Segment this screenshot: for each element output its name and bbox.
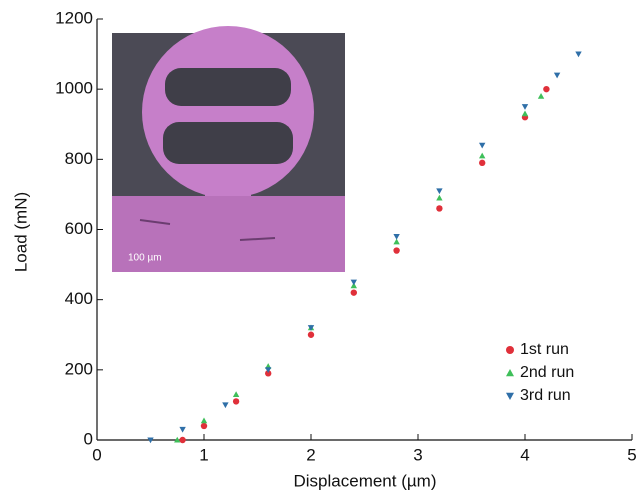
y-tick-label: 1000 <box>55 79 93 98</box>
data-point <box>479 152 486 159</box>
legend-label: 1st run <box>520 341 569 358</box>
data-point <box>537 92 545 99</box>
y-axis-label: Load (mN) <box>11 192 30 272</box>
x-tick-label: 0 <box>92 445 101 464</box>
data-point <box>479 159 486 167</box>
data-point <box>307 331 315 338</box>
data-point <box>479 142 486 149</box>
data-point <box>232 391 240 397</box>
legend-label: 2nd run <box>520 364 574 381</box>
data-point <box>222 402 229 409</box>
data-point <box>350 279 357 286</box>
x-tick-label: 4 <box>520 445 529 464</box>
y-tick-label: 0 <box>84 429 93 448</box>
x-tick-label: 2 <box>306 445 315 464</box>
data-point <box>553 72 561 79</box>
legend-marker <box>506 392 514 400</box>
data-point <box>200 422 208 430</box>
data-point <box>436 188 443 195</box>
data-point <box>350 289 357 296</box>
data-point <box>393 238 400 245</box>
data-point <box>147 437 154 444</box>
data-point <box>521 104 529 110</box>
data-point <box>179 436 186 444</box>
y-tick-label: 800 <box>65 149 93 168</box>
data-point <box>174 436 181 443</box>
data-point <box>265 367 272 374</box>
data-point <box>232 398 240 405</box>
y-tick-label: 600 <box>65 219 93 238</box>
y-tick-label: 200 <box>65 359 93 378</box>
data-point <box>265 370 272 377</box>
x-tick-label: 1 <box>199 445 208 464</box>
legend-label: 3rd run <box>520 387 571 404</box>
y-tick-label: 400 <box>65 289 93 308</box>
data-point <box>179 426 186 433</box>
data-point <box>521 110 529 117</box>
inset-photo: 100 µm <box>112 26 345 272</box>
data-point <box>200 417 208 424</box>
data-point <box>436 194 443 201</box>
data-point <box>393 247 400 254</box>
legend-marker <box>506 346 514 354</box>
x-tick-label: 3 <box>413 445 422 464</box>
x-tick-label: 5 <box>627 445 636 464</box>
data-point <box>436 205 443 212</box>
data-point <box>575 51 582 58</box>
data-point <box>543 85 550 93</box>
data-point <box>307 325 315 331</box>
x-axis-label: Displacement (µm) <box>294 471 437 490</box>
y-tick-label: 1200 <box>55 8 93 27</box>
data-point <box>393 233 400 240</box>
inset-scale-label: 100 µm <box>128 253 162 264</box>
legend-marker <box>506 369 514 377</box>
